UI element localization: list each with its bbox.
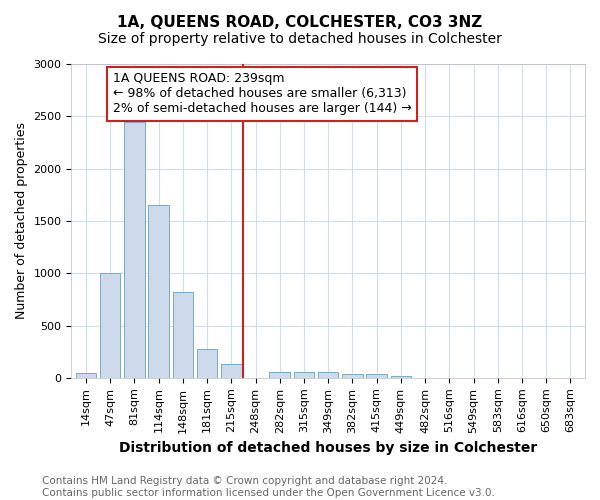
Bar xyxy=(221,364,242,378)
Bar xyxy=(76,372,96,378)
Text: 1A, QUEENS ROAD, COLCHESTER, CO3 3NZ: 1A, QUEENS ROAD, COLCHESTER, CO3 3NZ xyxy=(118,15,482,30)
Bar xyxy=(197,349,217,378)
Text: Contains HM Land Registry data © Crown copyright and database right 2024.
Contai: Contains HM Land Registry data © Crown c… xyxy=(42,476,495,498)
Bar xyxy=(367,374,387,378)
Bar xyxy=(269,372,290,378)
Bar xyxy=(293,372,314,378)
Text: Size of property relative to detached houses in Colchester: Size of property relative to detached ho… xyxy=(98,32,502,46)
Bar xyxy=(148,205,169,378)
Bar xyxy=(342,374,363,378)
X-axis label: Distribution of detached houses by size in Colchester: Distribution of detached houses by size … xyxy=(119,441,538,455)
Bar xyxy=(318,372,338,378)
Bar xyxy=(100,273,121,378)
Y-axis label: Number of detached properties: Number of detached properties xyxy=(15,122,28,320)
Bar xyxy=(173,292,193,378)
Bar xyxy=(391,376,411,378)
Text: 1A QUEENS ROAD: 239sqm
← 98% of detached houses are smaller (6,313)
2% of semi-d: 1A QUEENS ROAD: 239sqm ← 98% of detached… xyxy=(113,72,412,116)
Bar xyxy=(124,122,145,378)
